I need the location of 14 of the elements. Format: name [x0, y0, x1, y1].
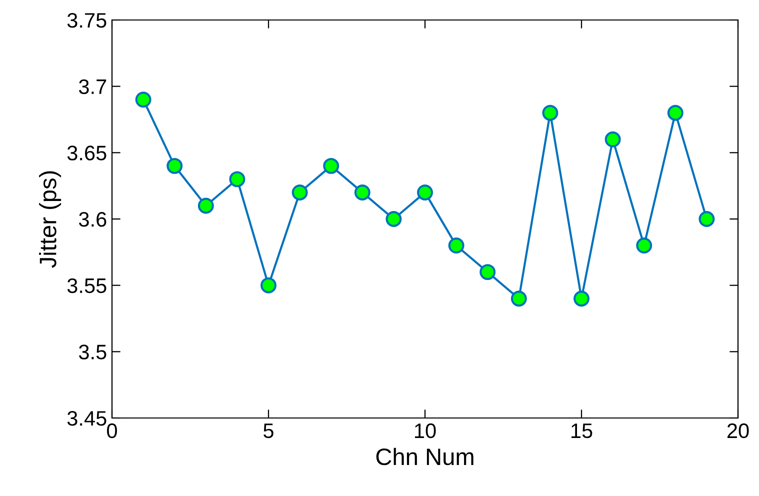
- y-tick-label: 3.7: [78, 79, 106, 94]
- x-tick-label: 20: [727, 423, 749, 438]
- y-tick-label: 3.6: [78, 212, 106, 227]
- x-tick-label: 15: [572, 424, 592, 438]
- x-axis-title: Chn Num: [376, 448, 474, 466]
- y-tick-label: 3.5: [78, 344, 106, 360]
- x-tick-label: 10: [415, 423, 436, 438]
- y-tick-label: 3.65: [67, 146, 106, 160]
- x-tick-label: 5: [264, 424, 274, 438]
- y-tick-label: 3.45: [67, 411, 106, 426]
- y-tick-label: 3.55: [67, 278, 106, 294]
- y-axis-title: Jitter (ps): [39, 171, 62, 268]
- x-tick-label: 0: [107, 423, 117, 438]
- y-tick-label: 3.75: [67, 13, 106, 28]
